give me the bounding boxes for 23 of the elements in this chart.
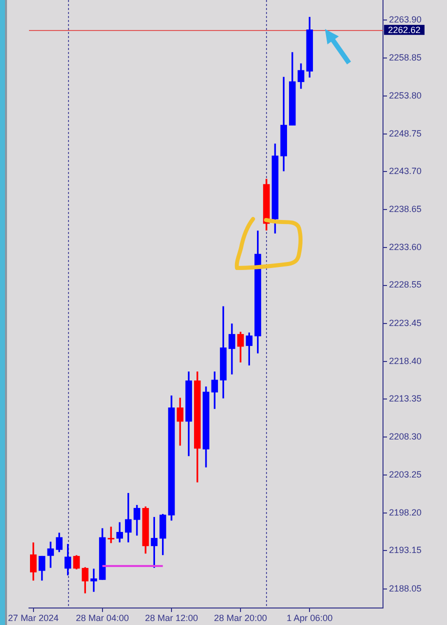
y-tick-label: 2233.60 xyxy=(389,242,422,252)
y-tick-label: 2198.20 xyxy=(389,507,422,518)
y-tick-label: 2238.65 xyxy=(389,204,422,214)
y-tick-label: 2188.05 xyxy=(389,583,422,594)
y-tick-label: 2203.25 xyxy=(389,469,422,480)
y-tick-label: 2263.90 xyxy=(389,14,422,25)
x-tick-label: 28 Mar 12:00 xyxy=(144,612,198,623)
x-tick-label: 1 Apr 06:00 xyxy=(286,612,333,623)
y-tick-label: 2248.75 xyxy=(389,128,422,138)
x-tick-label: 28 Mar 20:00 xyxy=(214,612,268,623)
y-tick-label: 2253.80 xyxy=(389,90,422,100)
candlestick xyxy=(108,526,114,544)
y-tick-label: 2258.85 xyxy=(389,52,422,63)
x-tick-label: 28 Mar 04:00 xyxy=(76,612,129,623)
ref-line-label: 2262.62 xyxy=(388,24,421,35)
y-tick-label: 2243.70 xyxy=(389,166,422,176)
y-tick-label: 2218.40 xyxy=(389,356,422,366)
y-tick-label: 2228.55 xyxy=(389,280,422,290)
y-tick-label: 2223.45 xyxy=(389,318,422,328)
y-tick-label: 2208.30 xyxy=(389,432,422,442)
y-tick-label: 2193.15 xyxy=(389,545,422,556)
x-tick-label: 27 Mar 2024 xyxy=(8,612,59,623)
y-tick-label: 2213.35 xyxy=(389,394,422,404)
